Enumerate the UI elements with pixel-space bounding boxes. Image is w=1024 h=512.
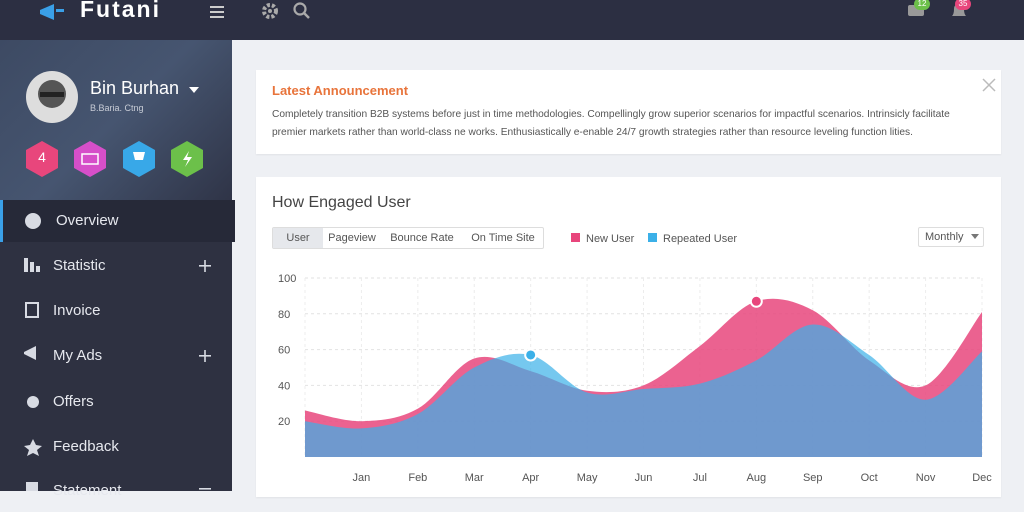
settings-icon[interactable] (260, 1, 280, 21)
chart-title: How Engaged User (272, 194, 411, 211)
announcement-text: Completely transition B2B systems before… (272, 109, 950, 138)
menu-label[interactable]: Feedback (53, 438, 119, 455)
x-tick-label: Sep (803, 472, 823, 484)
tab[interactable]: Pageview (328, 232, 376, 244)
achievement-badges (26, 141, 203, 177)
menu-toggle[interactable] (208, 4, 226, 20)
logo-icon (40, 4, 64, 20)
x-tick-label: Jun (635, 472, 653, 484)
legend-swatch (648, 233, 657, 242)
legend-label: Repeated User (663, 233, 737, 245)
message-badge: 12 (914, 0, 930, 10)
tab[interactable]: User (273, 228, 323, 248)
dropdown-arrow (971, 234, 979, 239)
page: Futani 12 35 Bin Burhan B.Baria. Ctng 4 … (0, 0, 1024, 499)
y-tick-label: 40 (278, 380, 290, 392)
x-tick-label: Oct (861, 472, 878, 484)
user-name[interactable]: Bin Burhan (90, 78, 180, 98)
x-tick-label: Dec (972, 472, 992, 484)
x-tick-label: Mar (465, 472, 484, 484)
tab[interactable]: Bounce Rate (390, 232, 454, 244)
profile: Bin Burhan B.Baria. Ctng 4 (0, 40, 232, 200)
highlight-point (524, 348, 538, 362)
user-location: B.Baria. Ctng (90, 103, 144, 113)
y-tick-label: 20 (278, 416, 290, 428)
announcement-title: Latest Announcement (272, 83, 409, 98)
x-tick-label: Feb (408, 472, 427, 484)
user-dropdown[interactable] (188, 86, 200, 94)
x-tick-label: May (577, 472, 598, 484)
menu-item[interactable]: Statistic (0, 245, 232, 287)
x-tick-label: Jan (353, 472, 371, 484)
legend-swatch (571, 233, 580, 242)
period-dropdown[interactable]: Monthly (918, 227, 984, 247)
sidebar: Bin Burhan B.Baria. Ctng 4 Overview Stat… (0, 40, 235, 499)
x-tick-label: Nov (916, 472, 936, 484)
tab[interactable]: On Time Site (471, 232, 535, 244)
level-badge: 4 (38, 149, 46, 165)
legend-label: New User (586, 233, 635, 245)
menu-label[interactable]: My Ads (53, 347, 103, 364)
menu-label[interactable]: Overview (56, 212, 119, 229)
y-tick-label: 100 (278, 273, 296, 285)
menu-label[interactable]: Statistic (53, 257, 106, 274)
menu-icons (24, 213, 211, 491)
menu-item[interactable]: My Ads (0, 335, 232, 377)
logo[interactable]: Futani (80, 0, 161, 22)
x-tick-label: Jul (693, 472, 707, 484)
tab-group: User Pageview Bounce Rate On Time Site (272, 227, 544, 249)
x-tick-label: Aug (747, 472, 767, 484)
menu-label[interactable]: Offers (53, 393, 94, 410)
avatar[interactable] (25, 70, 79, 124)
menu-item[interactable]: Offers (0, 381, 232, 423)
notification-badge: 35 (955, 0, 971, 10)
announcement-card: Latest Announcement Completely transitio… (256, 70, 1001, 154)
x-tick-label: Apr (522, 472, 539, 484)
close-button[interactable] (982, 78, 996, 92)
search-icon[interactable] (292, 1, 312, 21)
highlight-point (749, 294, 763, 308)
y-tick-label: 80 (278, 309, 290, 321)
menu-item[interactable]: Feedback (0, 426, 232, 468)
menu-label[interactable]: Invoice (53, 302, 101, 319)
y-tick-label: 60 (278, 345, 290, 357)
header: Futani 12 35 (0, 0, 1024, 40)
period-label[interactable]: Monthly (925, 231, 964, 243)
chart: 20 40 60 80 100 Jan Feb Mar Apr May Jun Jul Aug Sep Oc… (278, 233, 992, 484)
area (305, 324, 982, 457)
menu-item[interactable]: Invoice (0, 290, 232, 332)
